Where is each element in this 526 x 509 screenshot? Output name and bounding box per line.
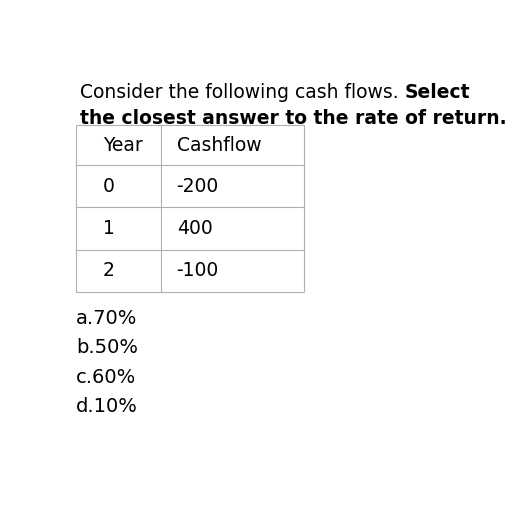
Text: Select: Select xyxy=(404,82,470,102)
Text: 2: 2 xyxy=(103,262,115,280)
Text: -200: -200 xyxy=(177,177,219,195)
Text: a.70%: a.70% xyxy=(76,309,137,328)
Text: -100: -100 xyxy=(177,262,219,280)
Text: 1: 1 xyxy=(103,219,115,238)
Text: 400: 400 xyxy=(177,219,213,238)
Text: 0: 0 xyxy=(103,177,115,195)
Text: Year: Year xyxy=(103,135,143,155)
Text: b.50%: b.50% xyxy=(76,338,138,357)
Text: the closest answer to the rate of return.: the closest answer to the rate of return… xyxy=(80,109,507,128)
Text: d.10%: d.10% xyxy=(76,397,138,416)
Text: Consider the following cash flows.: Consider the following cash flows. xyxy=(80,82,404,102)
Text: Cashflow: Cashflow xyxy=(177,135,261,155)
Text: c.60%: c.60% xyxy=(76,367,136,386)
